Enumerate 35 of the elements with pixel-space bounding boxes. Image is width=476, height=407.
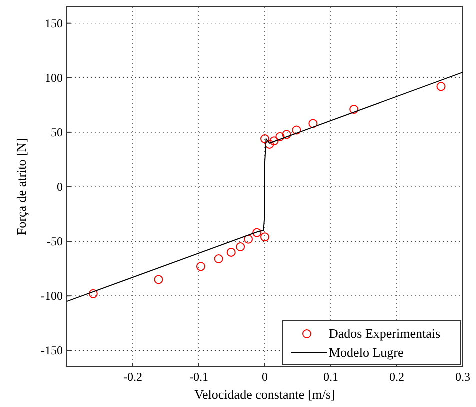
x-axis-title: Velocidade constante [m/s] [194,387,336,402]
legend-label: Modelo Lugre [329,345,404,360]
point [282,130,292,140]
x-tick-label: 0.3 [456,370,470,384]
x-tick-label: 0 [262,370,268,384]
point [276,132,285,142]
x-tick-label: -0.1 [190,370,208,384]
legend-label: Dados Experimentais [329,326,441,341]
point [260,232,270,242]
point [214,254,224,264]
point [196,262,206,272]
y-axis-title: Força de atrito [N] [14,138,29,236]
y-tick-label: 100 [45,70,63,85]
point [236,242,246,252]
x-tick-label: 0.2 [390,370,404,384]
point [292,126,302,135]
y-tick-label: 150 [45,16,63,30]
y-tick-label: -150 [41,344,63,358]
y-tick-label: -100 [41,289,63,304]
point [154,275,164,284]
point [350,105,359,114]
point [436,82,446,92]
point [270,136,279,146]
point [308,119,318,128]
point [88,289,98,298]
point [260,134,270,144]
point [226,248,236,257]
point [244,234,253,244]
y-tick-label: -50 [47,234,63,249]
y-tick-label: 0 [57,180,63,194]
y-tick-label: 50 [51,125,63,140]
x-tick-label: 0.1 [324,370,338,384]
point [265,140,274,149]
x-tick-label: -0.2 [124,370,142,384]
point [252,228,262,238]
